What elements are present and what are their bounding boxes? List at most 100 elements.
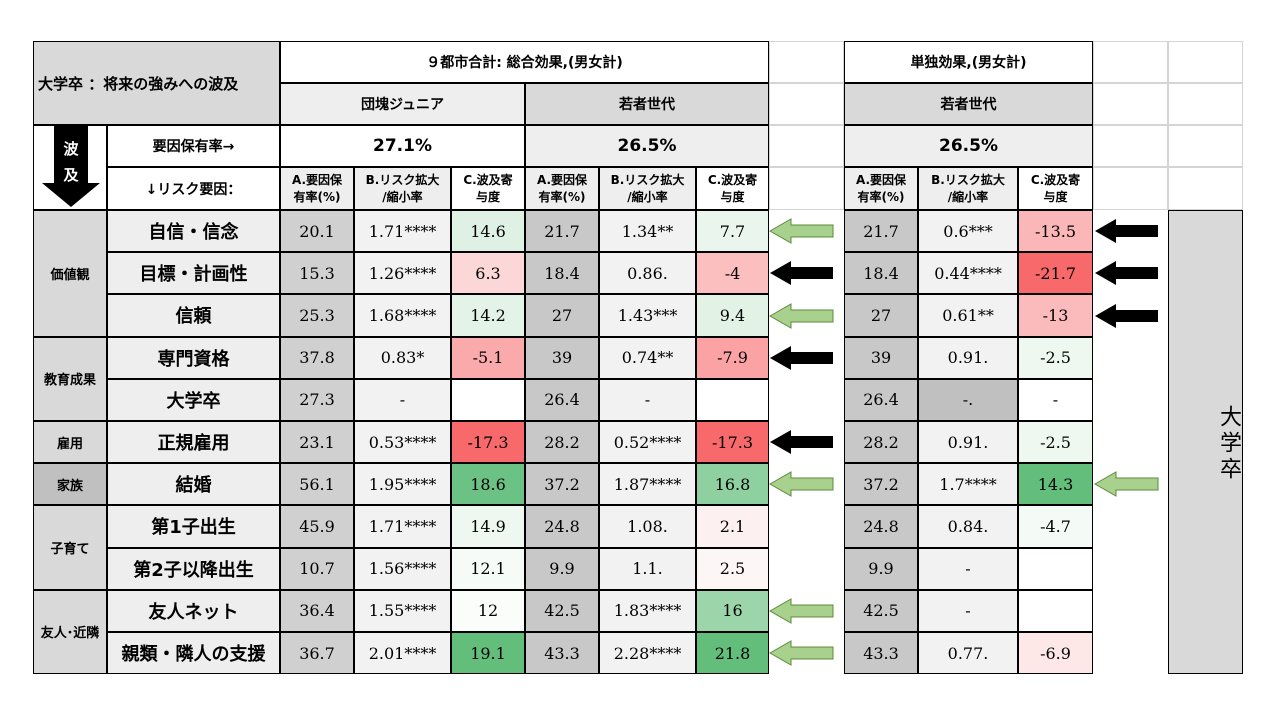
factor-3: 専門資格	[107, 336, 280, 379]
wy-contribution-5: -17.3	[696, 421, 769, 464]
ind-risk-5: 0.91.	[918, 421, 1018, 464]
dj-rate-10: 36.7	[280, 632, 354, 675]
ind-rate-8: 9.9	[844, 547, 918, 590]
wy-rate-5: 28.2	[525, 421, 599, 464]
dj-rate-7: 45.9	[280, 505, 354, 548]
dj-contribution-4	[451, 378, 525, 421]
young-col-header-1: B.リスク拡大/縮小率	[599, 167, 696, 210]
grid-cell	[1168, 125, 1243, 167]
rate-label: 要因保有率→	[107, 125, 280, 167]
dj-risk-8: 1.56****	[354, 547, 451, 590]
dj-rate-0: 20.1	[280, 210, 354, 253]
col-header-line: C.波及寄	[463, 173, 513, 188]
ind-contribution-1: -21.7	[1018, 252, 1093, 295]
factor-0: 自信・信念	[107, 210, 280, 253]
wy-risk-1: 0.86.	[599, 252, 696, 295]
group-header-individual: 単独効果,(男女計)	[844, 41, 1093, 83]
wy-risk-10: 2.28****	[599, 632, 696, 675]
individual-col-header-2: C.波及寄 与度	[1018, 167, 1093, 210]
category-label: 雇用	[33, 421, 107, 464]
dj-risk-4: -	[354, 378, 451, 421]
dj-contribution-0: 14.6	[451, 210, 525, 253]
ind-contribution-8	[1018, 547, 1093, 590]
dj-rate-4: 27.3	[280, 378, 354, 421]
wy-rate-6: 37.2	[525, 463, 599, 506]
ind-risk-2: 0.61**	[918, 294, 1018, 337]
ind-risk-1: 0.44****	[918, 252, 1018, 295]
ind-contribution-6: 14.3	[1018, 463, 1093, 506]
dj-rate-3: 37.8	[280, 336, 354, 379]
young-col-header-0: A.要因保 有率(%)	[525, 167, 599, 210]
grid-cell	[1093, 167, 1168, 210]
young-col-header-2: C.波及寄 与度	[696, 167, 769, 210]
dj-contribution-2: 14.2	[451, 294, 525, 337]
grid-cell	[1168, 167, 1243, 210]
grid-cell	[1093, 125, 1168, 167]
ind-contribution-5: -2.5	[1018, 421, 1093, 464]
dj-risk-0: 1.71****	[354, 210, 451, 253]
ind-rate-5: 28.2	[844, 421, 918, 464]
dj-contribution-7: 14.9	[451, 505, 525, 548]
wy-contribution-3: -7.9	[696, 336, 769, 379]
rate-dankai-junior: 27.1%	[280, 125, 525, 167]
col-header-line: 有率(%)	[538, 189, 586, 204]
ind-rate-10: 43.3	[844, 632, 918, 675]
ind-rate-6: 37.2	[844, 463, 918, 506]
ind-contribution-9	[1018, 589, 1093, 632]
wy-risk-3: 0.74**	[599, 336, 696, 379]
dj-contribution-1: 6.3	[451, 252, 525, 295]
col-header-line: 与度	[720, 189, 745, 204]
rate-young-individual: 26.5%	[844, 125, 1093, 167]
dj-rate-8: 10.7	[280, 547, 354, 590]
grid-cell	[769, 83, 844, 125]
ind-contribution-10: -6.9	[1018, 632, 1093, 675]
col-header-line: C.波及寄	[1030, 173, 1081, 188]
dankai-col-header-1: B.リスク拡大/縮小率	[354, 167, 451, 210]
generation-header-dankai-junior: 団塊ジュニア	[280, 83, 525, 125]
wy-rate-2: 27	[525, 294, 599, 337]
dj-rate-2: 25.3	[280, 294, 354, 337]
grid-cell	[1093, 83, 1168, 125]
wy-risk-5: 0.52****	[599, 421, 696, 464]
black-left-arrow-icon	[770, 345, 833, 370]
ind-risk-6: 1.7****	[918, 463, 1018, 506]
dj-contribution-6: 18.6	[451, 463, 525, 506]
ind-risk-3: 0.91.	[918, 336, 1018, 379]
factor-10: 親類・隣人の支援	[107, 632, 280, 675]
dj-contribution-10: 19.1	[451, 632, 525, 675]
dj-risk-1: 1.26****	[354, 252, 451, 295]
dj-contribution-9: 12	[451, 589, 525, 632]
green-left-arrow-icon	[769, 218, 834, 244]
individual-col-header-1: B.リスク拡大/縮小率	[918, 167, 1018, 210]
green-left-arrow-icon	[1094, 471, 1159, 498]
dj-rate-6: 56.1	[280, 463, 354, 506]
page-title: 大学卒 ：将来の強みへの波及	[33, 41, 280, 125]
wy-contribution-7: 2.1	[696, 505, 769, 548]
col-header-line: A.要因保	[291, 173, 343, 188]
dj-risk-7: 1.71****	[354, 505, 451, 548]
generation-header-young: 若者世代	[525, 83, 769, 125]
col-header-line: /縮小率	[627, 189, 668, 204]
dj-contribution-5: -17.3	[451, 421, 525, 464]
col-header-line: /縮小率	[382, 189, 423, 204]
col-header-line: C.波及寄	[707, 173, 758, 188]
col-header-line: B.リスク拡大	[931, 173, 1005, 188]
wy-rate-4: 26.4	[525, 378, 599, 421]
rate-young: 26.5%	[525, 125, 769, 167]
ind-contribution-0: -13.5	[1018, 210, 1093, 253]
factor-2: 信頼	[107, 294, 280, 337]
wy-risk-0: 1.34**	[599, 210, 696, 253]
factor-1: 目標・計画性	[107, 252, 280, 295]
wy-rate-3: 39	[525, 336, 599, 379]
factor-5: 正規雇用	[107, 421, 280, 464]
dj-risk-10: 2.01****	[354, 632, 451, 675]
factor-7: 第1子出生	[107, 505, 280, 548]
category-label: 教育成果	[33, 336, 107, 421]
green-left-arrow-icon	[769, 302, 834, 329]
wy-risk-9: 1.83****	[599, 589, 696, 632]
ind-risk-8: -	[918, 547, 1018, 590]
col-header-line: B.リスク拡大	[610, 173, 685, 188]
ind-rate-7: 24.8	[844, 505, 918, 548]
wy-contribution-9: 16	[696, 589, 769, 632]
wy-contribution-0: 7.7	[696, 210, 769, 253]
